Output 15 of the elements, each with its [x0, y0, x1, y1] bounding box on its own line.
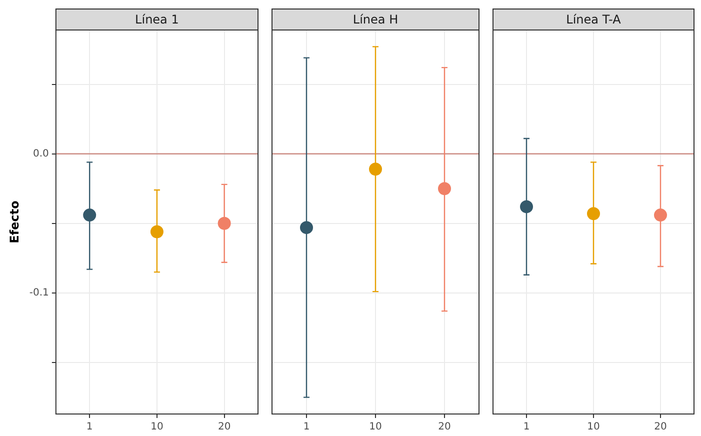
- chart-title: Línea H: [352, 12, 398, 27]
- x-tick-label: 20: [438, 422, 451, 433]
- chart-title: Línea 1: [135, 12, 179, 27]
- x-tick-label: 20: [654, 422, 667, 433]
- y-tick-label: 0.0: [33, 148, 49, 160]
- y-axis-title: Efecto: [7, 200, 22, 244]
- x-tick-label: 10: [150, 422, 164, 433]
- x-tick-label: 1: [303, 422, 310, 433]
- y-tick-label: -0.1: [29, 288, 49, 299]
- x-tick-label: 1: [86, 422, 93, 433]
- chart-title: Línea T-A: [566, 12, 622, 27]
- x-tick-label: 10: [369, 422, 382, 433]
- x-tick-label: 20: [218, 422, 231, 433]
- x-tick-label: 1: [523, 422, 530, 433]
- x-tick-label: 10: [587, 422, 600, 433]
